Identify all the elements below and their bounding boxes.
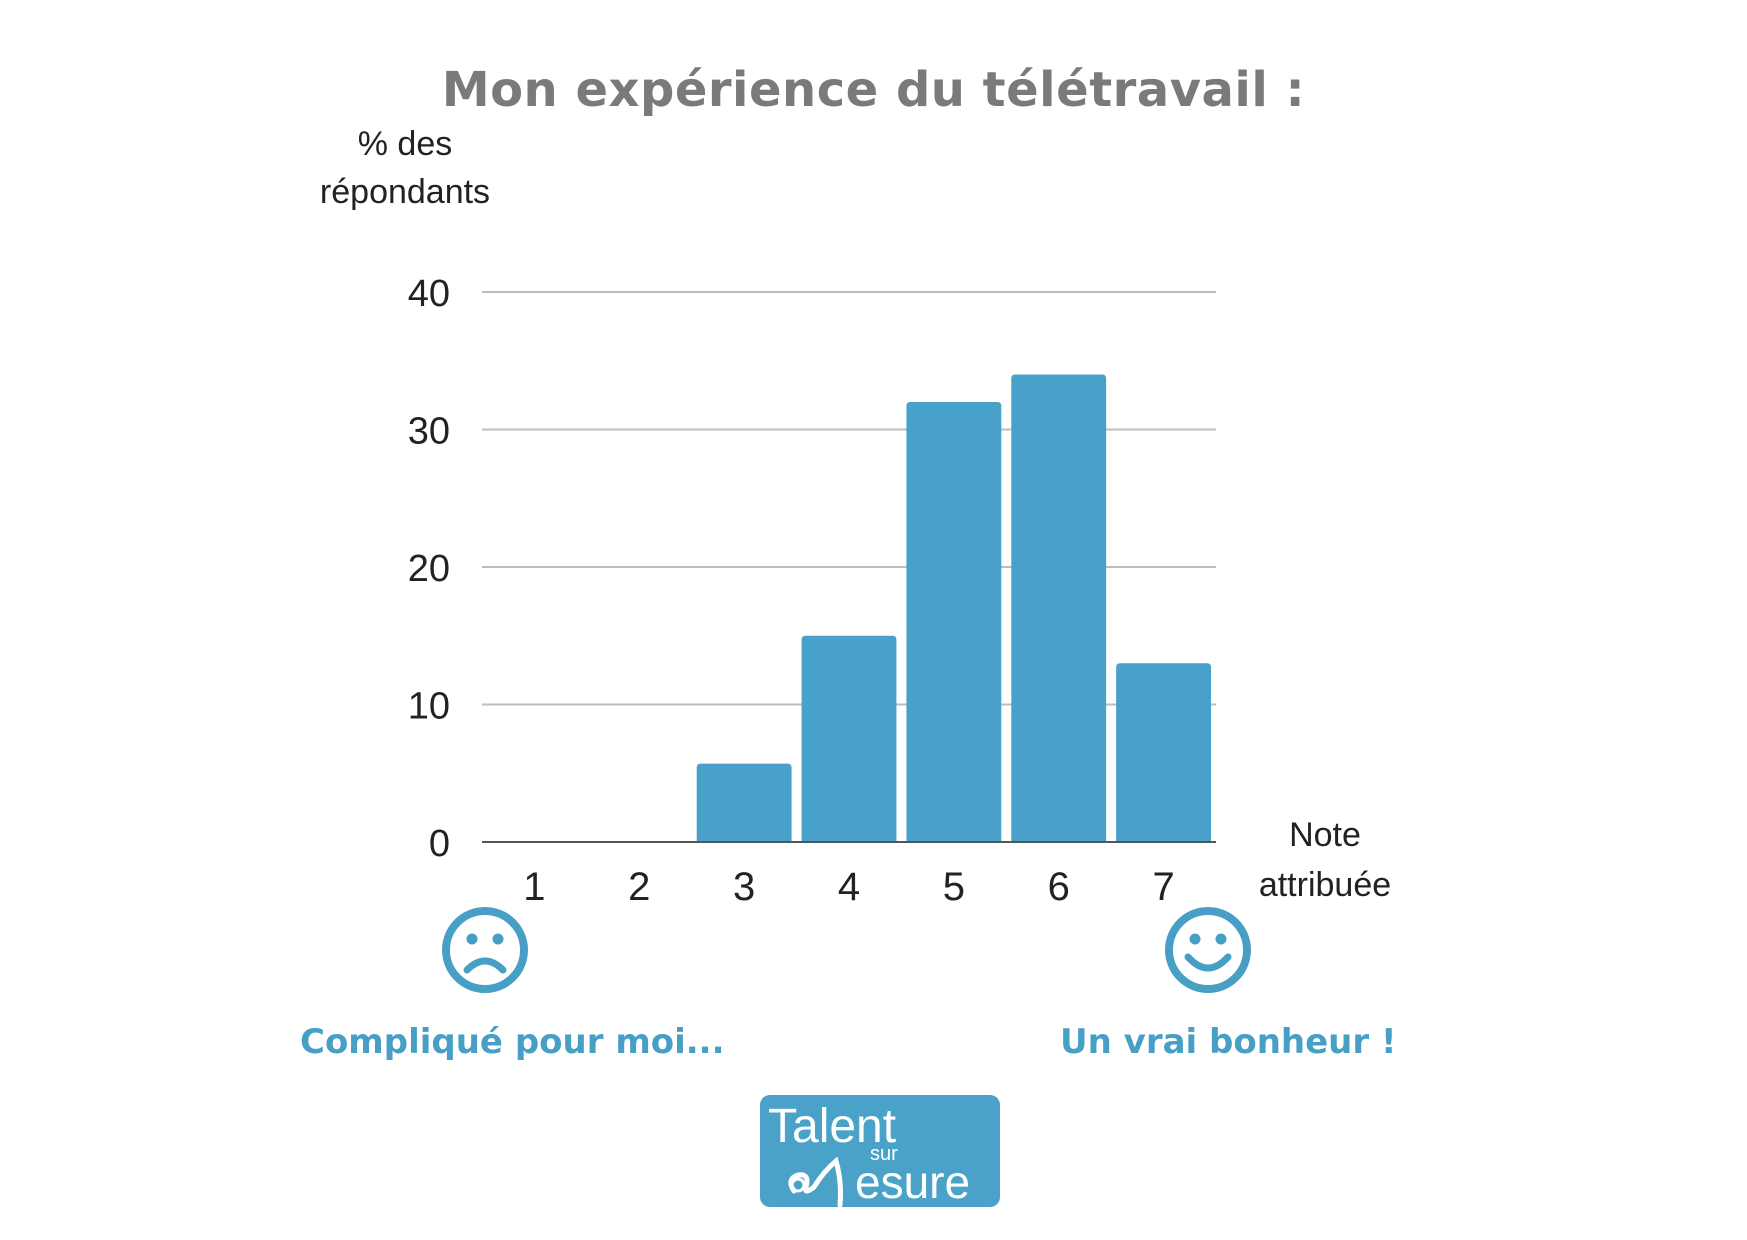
y-tick-label: 0	[429, 823, 450, 865]
sad-face-icon	[442, 907, 528, 993]
x-tick-label: 1	[523, 865, 545, 909]
x-tick-label: 4	[838, 865, 860, 909]
x-axis-label-line2: attribuée	[1258, 866, 1392, 904]
y-tick-label: 10	[408, 686, 450, 728]
bar	[801, 635, 897, 842]
talent-sur-mesure-logo: Talent sur esure	[760, 1095, 1000, 1208]
x-tick-label: 7	[1152, 865, 1174, 909]
logo-line3: esure	[855, 1156, 971, 1208]
y-tick-label: 20	[408, 548, 450, 590]
bar	[1116, 663, 1211, 842]
y-axis-label-line1: % des	[357, 125, 453, 163]
y-tick-label: 30	[408, 411, 450, 453]
y-axis-label-line2: répondants	[319, 173, 491, 211]
y-tick-label: 40	[408, 273, 450, 315]
bar-chart: 0 10 20 30 40 1 2 3 4 5 6 7	[408, 273, 1216, 909]
bar	[906, 402, 1002, 842]
x-tick-label: 2	[628, 865, 650, 909]
y-axis-label: % des répondants	[295, 120, 515, 216]
x-tick-label: 6	[1048, 865, 1070, 909]
logo-line1: Talent	[768, 1100, 897, 1153]
logo-line2: sur	[870, 1143, 898, 1165]
logo-m-icon	[788, 1156, 843, 1207]
x-axis-label: Note attribuée	[1235, 810, 1415, 910]
right-caption: Un vrai bonheur !	[1060, 1022, 1397, 1062]
x-tick-label: 3	[733, 865, 755, 909]
x-tick-label: 5	[943, 865, 965, 909]
bar	[696, 763, 792, 842]
x-axis-label-line1: Note	[1289, 816, 1361, 854]
left-caption: Compliqué pour moi...	[300, 1022, 725, 1062]
happy-face-icon	[1165, 907, 1251, 993]
bar	[1011, 374, 1107, 842]
chart-title: Mon expérience du télétravail :	[441, 62, 1306, 118]
